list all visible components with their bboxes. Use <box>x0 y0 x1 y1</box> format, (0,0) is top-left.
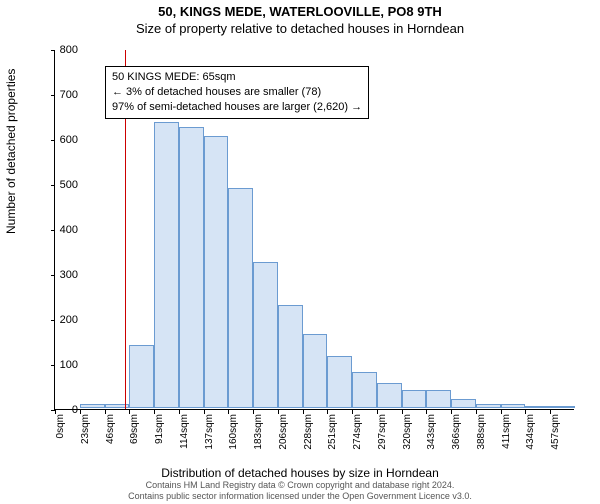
x-tick-label: 343sqm <box>426 414 437 450</box>
x-tick-label: 69sqm <box>129 414 140 444</box>
x-tick-label: 91sqm <box>154 414 165 444</box>
page-title-desc: Size of property relative to detached ho… <box>0 21 600 36</box>
histogram-bar <box>129 345 154 408</box>
y-tick-label: 400 <box>60 224 78 236</box>
annotation-line: 97% of semi-detached houses are larger (… <box>112 100 362 115</box>
x-tick-label: 457sqm <box>550 414 561 450</box>
annotation-callout: 50 KINGS MEDE: 65sqm← 3% of detached hou… <box>105 66 369 119</box>
histogram-bar <box>204 136 229 408</box>
histogram-bar <box>179 127 204 408</box>
histogram-bar <box>303 334 328 408</box>
histogram-bar <box>154 122 179 408</box>
x-tick-label: 297sqm <box>377 414 388 450</box>
x-tick-label: 320sqm <box>402 414 413 450</box>
x-tick-label: 23sqm <box>80 414 91 444</box>
annotation-line: ← 3% of detached houses are smaller (78) <box>112 85 362 100</box>
x-tick-label: 411sqm <box>501 414 512 449</box>
annotation-line: 50 KINGS MEDE: 65sqm <box>112 70 362 85</box>
y-tick-label: 100 <box>60 359 78 371</box>
histogram-bar <box>426 390 451 408</box>
histogram-bar <box>228 188 253 409</box>
caption-line1: Contains HM Land Registry data © Crown c… <box>146 480 455 490</box>
histogram-bar <box>80 404 105 409</box>
y-tick-label: 300 <box>60 269 78 281</box>
x-tick-label: 388sqm <box>476 414 487 450</box>
y-tick-label: 800 <box>60 44 78 56</box>
x-axis-label: Distribution of detached houses by size … <box>0 466 600 480</box>
histogram-bar <box>253 262 278 408</box>
x-tick-label: 251sqm <box>327 414 338 450</box>
y-tick-label: 700 <box>60 89 78 101</box>
y-tick-label: 0 <box>72 404 78 416</box>
x-tick-label: 137sqm <box>204 414 215 450</box>
histogram-bar <box>476 404 501 409</box>
histogram-bar <box>278 305 303 409</box>
x-tick-label: 366sqm <box>451 414 462 450</box>
x-tick-label: 160sqm <box>228 414 239 450</box>
y-axis-label: Number of detached properties <box>4 69 18 234</box>
x-tick-label: 434sqm <box>525 414 536 450</box>
histogram-bar <box>501 404 526 408</box>
histogram-bar <box>327 356 352 408</box>
x-tick-label: 114sqm <box>179 414 190 449</box>
footer-caption: Contains HM Land Registry data © Crown c… <box>0 480 600 502</box>
x-tick-label: 206sqm <box>278 414 289 450</box>
histogram-bar <box>550 406 575 408</box>
page-title-address: 50, KINGS MEDE, WATERLOOVILLE, PO8 9TH <box>0 4 600 19</box>
plot-area: 0sqm23sqm46sqm69sqm91sqm114sqm137sqm160s… <box>54 50 574 410</box>
y-tick-label: 500 <box>60 179 78 191</box>
x-tick-label: 0sqm <box>55 414 66 438</box>
y-tick-label: 200 <box>60 314 78 326</box>
histogram-bar <box>451 399 476 408</box>
x-tick-label: 228sqm <box>303 414 314 450</box>
histogram-bar <box>402 390 427 408</box>
y-tick-label: 600 <box>60 134 78 146</box>
histogram-bar <box>352 372 377 408</box>
x-tick-label: 274sqm <box>352 414 363 450</box>
histogram-bar <box>377 383 402 408</box>
x-tick-label: 46sqm <box>105 414 116 444</box>
chart-container: 0sqm23sqm46sqm69sqm91sqm114sqm137sqm160s… <box>54 50 574 410</box>
histogram-bar <box>525 406 550 408</box>
x-tick-label: 183sqm <box>253 414 264 450</box>
